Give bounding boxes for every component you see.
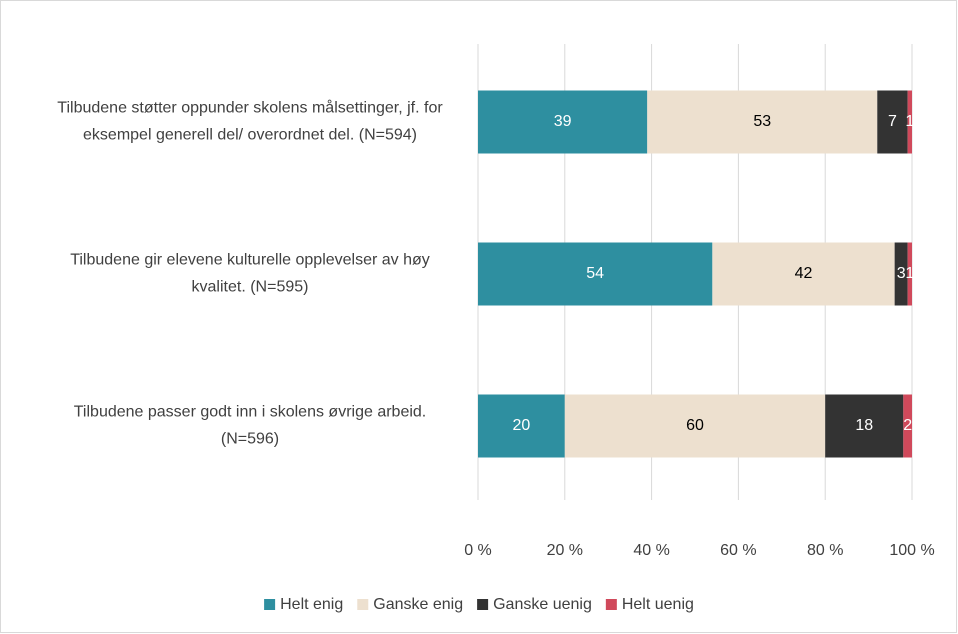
- data-label: 1: [905, 113, 914, 130]
- data-label: 60: [686, 417, 704, 434]
- data-label: 20: [513, 417, 531, 434]
- data-label: 42: [795, 265, 813, 282]
- legend-label: Helt uenig: [622, 596, 694, 613]
- bar-segment: [877, 90, 908, 154]
- x-tick-label: 60 %: [720, 542, 756, 559]
- bar-segment: [907, 242, 912, 306]
- legend-label: Helt enig: [280, 596, 343, 613]
- data-label: 39: [554, 113, 572, 130]
- x-tick-label: 0 %: [464, 542, 492, 559]
- bar-segment: [903, 394, 912, 458]
- legend-item: Ganske uenig: [477, 596, 592, 613]
- legend-swatch: [357, 599, 369, 610]
- bar-segment: [647, 90, 878, 154]
- legend-swatch: [605, 599, 617, 610]
- data-label: 2: [903, 417, 912, 434]
- legend-swatch: [264, 599, 276, 610]
- data-label: 54: [586, 265, 604, 282]
- x-tick-label: 80 %: [807, 542, 843, 559]
- x-tick-label: 20 %: [547, 542, 583, 559]
- data-label: 7: [888, 113, 897, 130]
- data-label: 53: [753, 113, 771, 130]
- bar-segment: [825, 394, 904, 458]
- legend-item: Helt uenig: [605, 596, 694, 613]
- data-label: 1: [905, 265, 914, 282]
- legend-item: Ganske enig: [357, 596, 463, 613]
- bar-segment: [564, 394, 826, 458]
- category-label: Tilbudene passer godt inn i skolens øvri…: [74, 404, 427, 448]
- data-label: 18: [855, 417, 873, 434]
- bar-segment: [894, 242, 908, 306]
- x-tick-label: 100 %: [889, 542, 934, 559]
- bar-segment: [478, 394, 565, 458]
- legend-item: Helt enig: [264, 596, 343, 613]
- legend-label: Ganske enig: [373, 596, 463, 613]
- bar-segment: [907, 90, 912, 154]
- bar-segment: [712, 242, 895, 306]
- category-label: Tilbudene støtter oppunder skolens målse…: [57, 99, 443, 144]
- legend-swatch: [477, 599, 489, 610]
- data-label: 3: [897, 265, 906, 282]
- bar-segment: [478, 242, 713, 306]
- legend-label: Ganske uenig: [493, 596, 592, 613]
- bar-segment: [478, 90, 648, 154]
- category-label: Tilbudene gir elevene kulturelle oppleve…: [70, 252, 430, 296]
- x-tick-label: 40 %: [633, 542, 669, 559]
